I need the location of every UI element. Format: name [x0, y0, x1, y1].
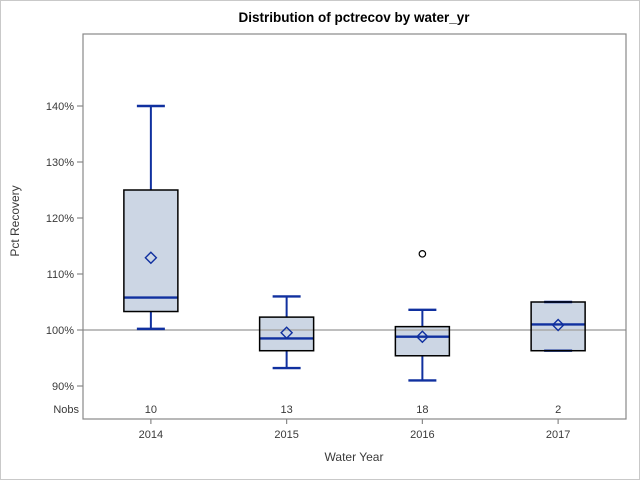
mean-marker-2016 — [415, 330, 429, 344]
x-tick-label-2016: 2016 — [410, 429, 434, 441]
x-tick-label-2015: 2015 — [274, 429, 298, 441]
box-outline-2015 — [258, 316, 315, 352]
y-tick-label-120%: 120% — [46, 213, 74, 225]
nobs-row: 10 13 18 2 — [145, 404, 561, 416]
nobs-value-2017: 2 — [555, 404, 561, 416]
nobs-value-2015: 13 — [281, 404, 293, 416]
chart-title: Distribution of pctrecov by water_yr — [238, 10, 470, 25]
box-outline-2016 — [394, 325, 451, 357]
y-tick-label-90%: 90% — [52, 381, 74, 393]
box-fill-2017 — [531, 302, 586, 351]
box-fill-2014 — [123, 190, 178, 312]
y-axis-title: Pct Recovery — [8, 185, 22, 256]
nobs-label: Nobs — [53, 404, 79, 416]
y-tick-label-130%: 130% — [46, 157, 74, 169]
y-axis: 90% 100% 110% 120% 130% 140% — [46, 101, 83, 393]
y-tick-label-140%: 140% — [46, 101, 74, 113]
y-tick-label-100%: 100% — [46, 325, 74, 337]
box-fill-2015 — [259, 317, 314, 351]
nobs-value-2016: 18 — [416, 404, 428, 416]
x-axis-title: Water Year — [325, 450, 384, 464]
x-tick-label-2014: 2014 — [139, 429, 163, 441]
x-tick-label-2017: 2017 — [546, 429, 570, 441]
box-stroke-layer — [123, 104, 586, 382]
box-outline-2017 — [530, 301, 586, 352]
mean-marker-2014 — [144, 251, 158, 265]
y-tick-label-110%: 110% — [47, 269, 75, 281]
box-fill-layer — [123, 190, 586, 356]
box-outline-2014 — [123, 189, 179, 313]
outlier-point-2016 — [418, 250, 427, 258]
nobs-value-2014: 10 — [145, 404, 157, 416]
x-axis: 2014 2015 2016 2017 — [139, 419, 570, 441]
mean-marker-2015 — [280, 326, 294, 340]
plot-frame — [82, 33, 627, 420]
mean-marker-2017 — [551, 318, 565, 332]
